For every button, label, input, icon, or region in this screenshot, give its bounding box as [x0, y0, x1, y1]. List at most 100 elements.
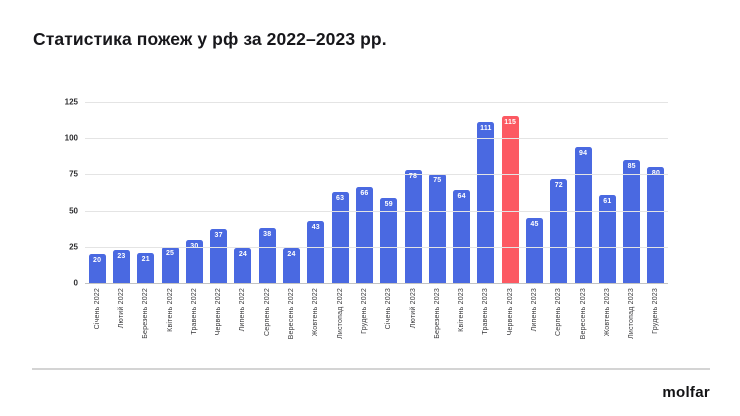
bar-value-label: 21 [141, 256, 150, 263]
x-tick-label: Липень 2022 [239, 288, 247, 332]
bar-value-label: 45 [530, 221, 539, 228]
x-tick-label: Березень 2023 [433, 288, 441, 339]
bar-slot: 78 [401, 102, 425, 283]
bar-slot: 94 [571, 102, 595, 283]
bar-value-label: 24 [238, 251, 248, 258]
bar: 24 [283, 248, 301, 283]
x-tick-slot: Лютий 2023 [401, 288, 425, 350]
bar-value-label: 72 [554, 182, 563, 189]
bar: 25 [161, 247, 179, 283]
x-axis-baseline [85, 283, 668, 284]
bar-value-label: 78 [408, 173, 418, 180]
bar-slot: 43 [304, 102, 328, 283]
bar: 24 [234, 248, 252, 283]
x-tick-slot: Травень 2022 [182, 288, 206, 350]
bar: 43 [307, 221, 325, 283]
bar-slot: 38 [255, 102, 279, 283]
x-tick-slot: Грудень 2022 [352, 288, 376, 350]
x-tick-slot: Листопад 2023 [620, 288, 644, 350]
x-tick-slot: Березень 2022 [134, 288, 158, 350]
bar-highlighted: 115 [501, 116, 519, 283]
bar-slot: 37 [206, 102, 230, 283]
gridline [85, 102, 668, 103]
bar: 80 [647, 167, 665, 283]
x-tick-label: Серпень 2022 [263, 288, 271, 336]
bar-slot: 24 [231, 102, 255, 283]
x-tick-label: Листопад 2023 [628, 288, 636, 339]
bar-series: 20 23 21 25 30 37 24 38 24 43 63 66 59 78 75 64 111 115 45… [85, 102, 668, 283]
bar: 38 [258, 228, 276, 283]
bar-value-label: 111 [480, 125, 492, 132]
x-tick-label: Квітень 2023 [458, 288, 466, 332]
bar-value-label: 38 [263, 231, 272, 238]
bar-slot: 45 [522, 102, 546, 283]
x-tick-slot: Листопад 2022 [328, 288, 352, 350]
y-axis: 0 25 50 75 100 125 [40, 98, 78, 288]
x-tick-label: Лютий 2023 [409, 288, 417, 329]
x-tick-label: Червень 2022 [215, 288, 223, 336]
bar-slot: 23 [109, 102, 133, 283]
bar: 85 [623, 160, 641, 283]
bar-slot: 66 [352, 102, 376, 283]
bar: 59 [380, 198, 398, 283]
bar: 61 [598, 195, 616, 283]
x-tick-slot: Серпень 2022 [255, 288, 279, 350]
y-tick-label: 100 [64, 133, 78, 143]
bar-value-label: 59 [384, 201, 393, 208]
x-tick-label: Березень 2022 [142, 288, 150, 339]
plot-area: 20 23 21 25 30 37 24 38 24 43 63 66 59 78 75 64 111 115 45… [85, 102, 668, 284]
bar-value-label: 37 [214, 232, 223, 239]
y-tick-label: 50 [69, 206, 78, 216]
x-tick-slot: Липень 2022 [231, 288, 255, 350]
x-tick-label: Жовтень 2022 [312, 288, 320, 337]
x-tick-label: Січень 2022 [93, 288, 101, 330]
bar-slot: 111 [474, 102, 498, 283]
bar-value-label: 23 [117, 253, 126, 260]
x-tick-label: Квітень 2022 [166, 288, 174, 332]
x-tick-slot: Жовтень 2022 [304, 288, 328, 350]
y-tick-label: 75 [69, 169, 78, 179]
bar-slot: 25 [158, 102, 182, 283]
x-tick-slot: Серпень 2023 [547, 288, 571, 350]
x-tick-slot: Вересень 2022 [279, 288, 303, 350]
bar-value-label: 80 [652, 170, 660, 177]
bar: 75 [428, 174, 446, 283]
bar-slot: 75 [425, 102, 449, 283]
y-tick-label: 25 [69, 242, 78, 252]
x-tick-slot: Червень 2022 [206, 288, 230, 350]
x-tick-label: Травень 2022 [190, 288, 198, 335]
bar-value-label: 66 [360, 190, 369, 197]
x-tick-slot: Грудень 2023 [644, 288, 668, 350]
x-tick-label: Грудень 2022 [360, 288, 368, 334]
bar-slot: 64 [449, 102, 473, 283]
x-tick-label: Листопад 2022 [336, 288, 344, 339]
bar-value-label: 25 [165, 250, 175, 257]
x-tick-label: Лютий 2022 [117, 288, 125, 329]
x-tick-label: Жовтень 2023 [603, 288, 611, 337]
x-tick-slot: Травень 2023 [474, 288, 498, 350]
x-tick-slot: Березень 2023 [425, 288, 449, 350]
x-tick-label: Червень 2023 [506, 288, 514, 336]
x-tick-slot: Червень 2023 [498, 288, 522, 350]
y-tick-label: 125 [64, 97, 78, 107]
bar-value-label: 30 [190, 243, 198, 250]
bar: 111 [477, 122, 495, 283]
bar-value-label: 43 [311, 224, 320, 231]
bar-slot: 85 [620, 102, 644, 283]
x-tick-label: Січень 2023 [385, 288, 393, 330]
gridline [85, 174, 668, 176]
x-axis: Січень 2022 Лютий 2022 Березень 2022 Квітен… [85, 288, 668, 350]
bar-slot: 59 [377, 102, 401, 283]
bar: 21 [137, 253, 155, 283]
bar: 66 [355, 187, 373, 283]
x-tick-label: Грудень 2023 [652, 288, 660, 334]
bar-value-label: 63 [336, 195, 345, 202]
bar: 78 [404, 170, 422, 283]
bar-value-label: 24 [287, 251, 296, 258]
bar-slot: 63 [328, 102, 352, 283]
bar: 23 [112, 250, 130, 283]
footer-divider [32, 368, 710, 370]
x-tick-slot: Січень 2023 [377, 288, 401, 350]
bar-slot: 72 [547, 102, 571, 283]
